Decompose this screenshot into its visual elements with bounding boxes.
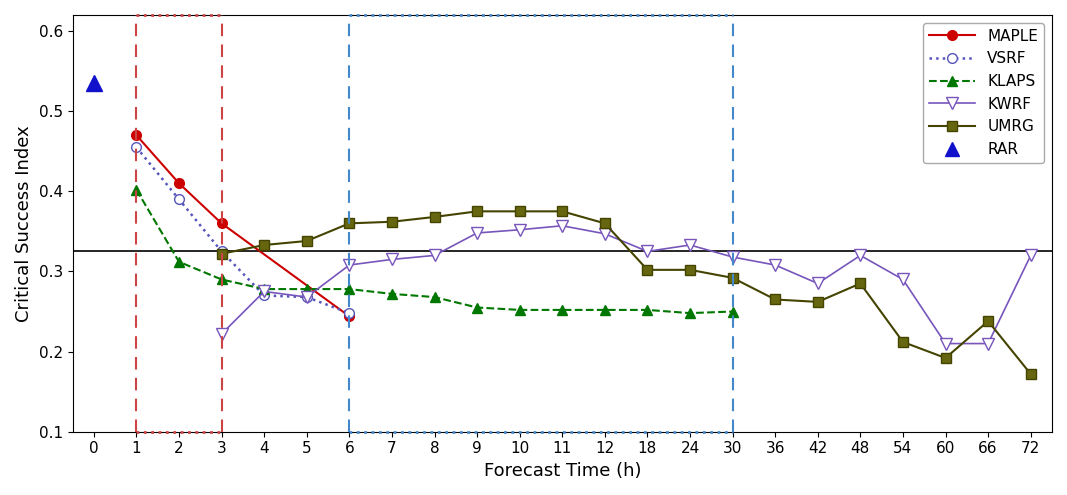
X-axis label: Forecast Time (h): Forecast Time (h): [483, 462, 641, 480]
Legend: MAPLE, VSRF, KLAPS, KWRF, UMRG, RAR: MAPLE, VSRF, KLAPS, KWRF, UMRG, RAR: [923, 23, 1045, 163]
Y-axis label: Critical Success Index: Critical Success Index: [15, 125, 33, 322]
